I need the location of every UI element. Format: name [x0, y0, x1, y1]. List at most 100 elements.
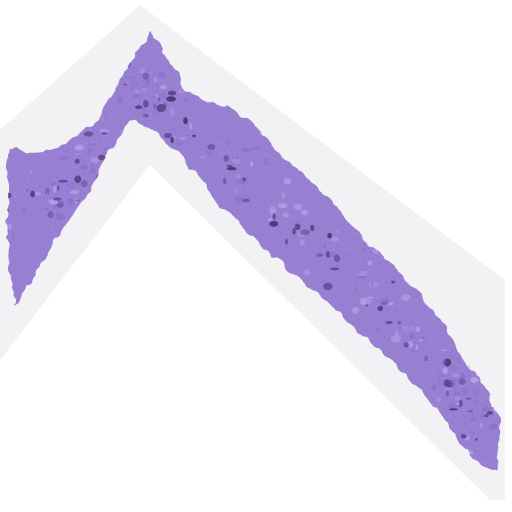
stain-speck: [130, 80, 139, 85]
stain-speck: [394, 331, 399, 337]
stain-speck: [52, 185, 57, 194]
stain-speck: [407, 340, 414, 348]
stain-speck: [160, 85, 167, 90]
stain-speck: [87, 152, 91, 155]
stain-speck: [235, 178, 245, 184]
stain-speck: [99, 129, 110, 133]
stain-speck: [486, 411, 494, 415]
stain-speck: [44, 206, 49, 211]
stain-speck: [465, 397, 472, 400]
stain-speck: [443, 379, 450, 387]
stain-speck: [177, 89, 185, 95]
stain-speck: [21, 206, 27, 214]
stain-speck: [192, 134, 196, 138]
stain-speck: [170, 107, 175, 116]
stain-speck: [449, 366, 459, 370]
stain-speck: [142, 72, 149, 80]
stain-speck: [357, 275, 367, 279]
stain-speck: [83, 131, 94, 137]
stain-speck: [222, 149, 225, 152]
stain-speck: [449, 408, 458, 411]
stain-speck: [471, 430, 475, 433]
stain-speck: [448, 356, 454, 360]
stain-speck: [56, 185, 60, 191]
stain-speck: [454, 404, 460, 408]
stain-speck: [74, 158, 80, 164]
stain-speck: [207, 151, 212, 157]
stain-speck: [180, 92, 184, 95]
stain-speck: [443, 358, 452, 367]
stain-speck: [415, 326, 421, 333]
stain-speck: [333, 254, 341, 263]
stain-speck: [250, 161, 254, 168]
stain-speck: [139, 68, 145, 74]
stain-speck: [295, 223, 301, 230]
stain-speck: [475, 438, 478, 441]
stain-speck: [377, 305, 384, 312]
stain-speck: [272, 213, 276, 221]
stain-speck: [166, 96, 176, 102]
stain-speck: [56, 212, 65, 221]
stain-speck: [326, 251, 331, 258]
stain-speck: [471, 411, 474, 420]
stain-speck: [386, 302, 394, 306]
stain-speck: [179, 137, 187, 140]
stain-speck: [170, 128, 180, 132]
stain-speck: [359, 270, 367, 277]
stain-speck: [280, 192, 286, 200]
stain-speck: [174, 136, 176, 139]
stain-speck: [97, 154, 106, 161]
stain-speck: [360, 297, 367, 305]
stain-speck: [53, 197, 62, 201]
stain-speck: [143, 100, 149, 108]
stain-speck: [242, 198, 250, 203]
stain-speck: [293, 203, 303, 211]
stain-speck: [133, 90, 140, 94]
stain-speck: [401, 294, 411, 301]
stain-speck: [328, 251, 337, 258]
stain-speck: [451, 373, 461, 378]
stain-speck: [74, 198, 78, 205]
stain-speck: [74, 144, 85, 151]
stain-speck: [90, 166, 96, 174]
stain-speck: [351, 306, 360, 315]
stain-speck: [159, 92, 167, 100]
stain-speck: [59, 156, 69, 161]
stain-speck: [163, 133, 172, 139]
stain-speck: [199, 156, 206, 159]
stain-speck: [80, 164, 88, 170]
stain-speck: [303, 269, 311, 276]
stain-speck: [154, 77, 157, 83]
stain-speck: [310, 224, 315, 232]
stain-speck: [366, 304, 369, 307]
stain-speck: [473, 389, 480, 397]
stain-speck: [415, 344, 419, 350]
stain-speck: [364, 297, 372, 305]
stain-speck: [207, 143, 216, 150]
stain-speck: [74, 175, 82, 184]
stain-speck: [183, 117, 188, 125]
stain-speck: [380, 301, 389, 305]
stain-speck: [285, 238, 288, 245]
stain-speck: [73, 152, 82, 155]
stain-speck: [403, 342, 409, 348]
stain-speck: [13, 195, 17, 198]
stain-speck: [283, 178, 292, 185]
stain-speck: [316, 253, 324, 257]
stain-speck: [53, 204, 57, 209]
stain-speck: [479, 412, 485, 420]
stain-speck: [379, 297, 389, 306]
stain-speck: [458, 378, 466, 385]
stain-speck: [490, 406, 495, 410]
stain-speck: [436, 374, 447, 378]
stain-speck: [418, 336, 427, 340]
stain-speck: [235, 155, 239, 162]
stain-speck: [391, 335, 401, 343]
stain-speck: [156, 104, 166, 112]
stain-speck: [117, 97, 123, 104]
stain-speck: [226, 164, 233, 168]
stain-speck: [87, 143, 97, 147]
stain-speck: [368, 281, 379, 288]
stain-speck: [282, 213, 289, 218]
stain-speck: [467, 418, 478, 422]
